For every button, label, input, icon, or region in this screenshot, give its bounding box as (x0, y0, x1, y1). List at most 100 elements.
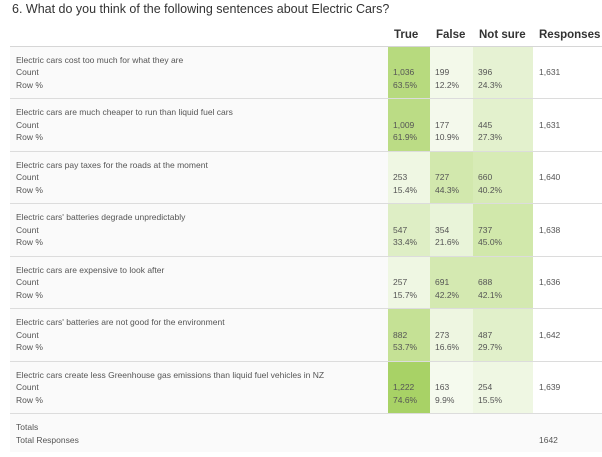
table-row: Electric cars' batteries degrade unpredi… (10, 203, 602, 257)
cell-pct: 15.7% (393, 289, 418, 300)
totals-blank-true (388, 413, 430, 452)
row-count-label: Count (16, 224, 39, 235)
row-label-cell: Electric cars' batteries are not good fo… (10, 308, 388, 362)
cell-true: 1,009 61.9% (388, 98, 430, 152)
cell-false: 354 21.6% (430, 203, 473, 257)
total-responses-value: 1642 (533, 413, 602, 452)
cell-not-sure: 487 29.7% (473, 308, 533, 362)
row-statement: Electric cars cost too much for what the… (16, 54, 184, 65)
cell-true: 1,222 74.6% (388, 361, 430, 414)
cell-responses: 1,631 (533, 46, 602, 99)
row-count-label: Count (16, 329, 39, 340)
cell-responses: 1,640 (533, 151, 602, 204)
cell-count: 1,036 (393, 67, 415, 78)
row-pct-label: Row % (16, 237, 43, 248)
cell-pct: 42.2% (435, 289, 460, 300)
table-row: Electric cars are much cheaper to run th… (10, 98, 602, 152)
row-pct-label: Row % (16, 132, 43, 143)
cell-count: 177 (435, 119, 450, 130)
cell-pct: 24.3% (478, 79, 503, 90)
row-label-cell: Electric cars cost too much for what the… (10, 46, 388, 99)
cell-pct: 40.2% (478, 184, 503, 195)
table-header-row: True False Not sure Responses (10, 24, 602, 47)
row-count-label: Count (16, 67, 39, 78)
cell-responses: 1,639 (533, 361, 602, 414)
cell-count: 257 (393, 277, 408, 288)
cell-pct: 63.5% (393, 79, 418, 90)
table-row: Electric cars are expensive to look afte… (10, 256, 602, 309)
cell-false: 199 12.2% (430, 46, 473, 99)
header-not-sure: Not sure (473, 24, 533, 47)
row-label-cell: Electric cars pay taxes for the roads at… (10, 151, 388, 204)
cell-false: 727 44.3% (430, 151, 473, 204)
totals-blank-not-sure (473, 413, 533, 452)
cell-responses: 1,631 (533, 98, 602, 152)
row-pct-label: Row % (16, 289, 43, 300)
totals-row: Totals Total Responses 1642 (10, 413, 602, 452)
cell-true: 253 15.4% (388, 151, 430, 204)
cell-true: 257 15.7% (388, 256, 430, 309)
cell-pct: 42.1% (478, 289, 503, 300)
row-statement: Electric cars are expensive to look afte… (16, 264, 165, 275)
cell-count: 1,009 (393, 119, 415, 130)
row-count-label: Count (16, 172, 39, 183)
row-label-cell: Electric cars' batteries degrade unpredi… (10, 203, 388, 257)
cell-pct: 15.5% (478, 394, 503, 405)
table-row: Electric cars cost too much for what the… (10, 46, 602, 99)
cell-count: 727 (435, 172, 450, 183)
cell-responses: 1,638 (533, 203, 602, 257)
cell-not-sure: 688 42.1% (473, 256, 533, 309)
cell-count: 1,222 (393, 382, 415, 393)
cell-false: 691 42.2% (430, 256, 473, 309)
row-label-cell: Electric cars create less Greenhouse gas… (10, 361, 388, 414)
row-count-label: Count (16, 382, 39, 393)
cell-pct: 16.6% (435, 342, 460, 353)
row-count-label: Count (16, 277, 39, 288)
cell-pct: 29.7% (478, 342, 503, 353)
cell-pct: 33.4% (393, 237, 418, 248)
totals-label-cell: Totals Total Responses (10, 413, 388, 452)
table-row: Electric cars create less Greenhouse gas… (10, 361, 602, 414)
cell-pct: 12.2% (435, 79, 460, 90)
row-pct-label: Row % (16, 79, 43, 90)
cell-pct: 10.9% (435, 132, 460, 143)
cell-responses: 1,642 (533, 308, 602, 362)
cell-false: 163 9.9% (430, 361, 473, 414)
table-row: Electric cars' batteries are not good fo… (10, 308, 602, 362)
total-responses-label: Total Responses (16, 434, 79, 445)
cell-pct: 44.3% (435, 184, 460, 195)
row-pct-label: Row % (16, 342, 43, 353)
cell-count: 882 (393, 329, 408, 340)
cell-true: 882 53.7% (388, 308, 430, 362)
cell-count: 660 (478, 172, 493, 183)
cell-pct: 15.4% (393, 184, 418, 195)
cell-count: 445 (478, 119, 493, 130)
totals-label: Totals (16, 422, 39, 432)
row-count-label: Count (16, 119, 39, 130)
row-pct-label: Row % (16, 394, 43, 405)
cell-count: 691 (435, 277, 450, 288)
cell-pct: 9.9% (435, 394, 455, 405)
cell-count: 737 (478, 224, 493, 235)
cell-count: 199 (435, 67, 450, 78)
cell-not-sure: 445 27.3% (473, 98, 533, 152)
cell-pct: 74.6% (393, 394, 418, 405)
cell-true: 547 33.4% (388, 203, 430, 257)
cell-count: 273 (435, 329, 450, 340)
cell-pct: 53.7% (393, 342, 418, 353)
cell-not-sure: 737 45.0% (473, 203, 533, 257)
table-row: Electric cars pay taxes for the roads at… (10, 151, 602, 204)
totals-blank-false (430, 413, 473, 452)
cell-pct: 45.0% (478, 237, 503, 248)
cell-not-sure: 660 40.2% (473, 151, 533, 204)
row-label-cell: Electric cars are expensive to look afte… (10, 256, 388, 309)
cell-pct: 21.6% (435, 237, 460, 248)
cell-responses: 1,636 (533, 256, 602, 309)
cell-pct: 27.3% (478, 132, 503, 143)
cell-false: 177 10.9% (430, 98, 473, 152)
cell-count: 396 (478, 67, 493, 78)
row-statement: Electric cars are much cheaper to run th… (16, 107, 233, 117)
cell-count: 688 (478, 277, 493, 288)
cell-count: 163 (435, 382, 450, 393)
row-statement: Electric cars' batteries degrade unpredi… (16, 212, 186, 222)
